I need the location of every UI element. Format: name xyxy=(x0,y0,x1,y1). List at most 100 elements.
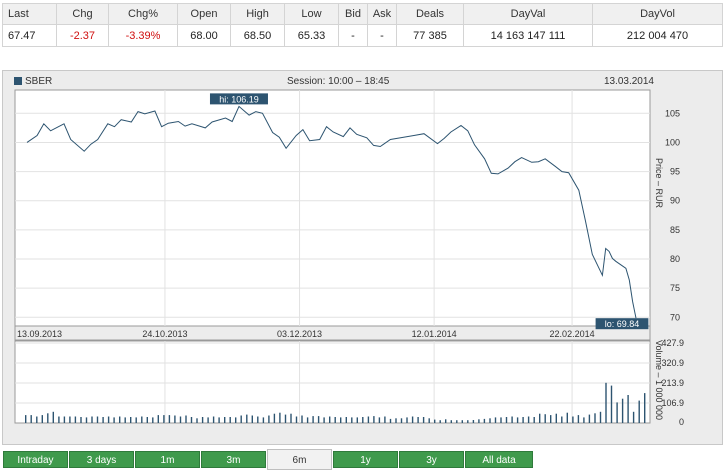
volume-bar xyxy=(533,417,535,423)
volume-bar xyxy=(201,417,204,423)
volume-bar xyxy=(472,420,475,423)
value-dayvol: 212 004 470 xyxy=(592,24,723,47)
volume-bar xyxy=(489,418,491,423)
volume-bar xyxy=(190,417,193,423)
header-deals: Deals xyxy=(396,3,464,25)
price-tick-label: 105 xyxy=(665,108,680,118)
volume-bar xyxy=(621,398,624,423)
tab-all-data[interactable]: All data xyxy=(465,451,533,468)
volume-bar xyxy=(224,417,226,423)
volume-bar xyxy=(632,411,635,423)
volume-bar xyxy=(411,416,414,423)
price-panel xyxy=(14,89,651,327)
volume-bar xyxy=(135,417,137,423)
header-high: High xyxy=(230,3,285,25)
lo-label: lo: 69.84 xyxy=(605,319,640,329)
volume-bar xyxy=(389,418,392,423)
volume-bar xyxy=(362,417,364,423)
series-marker-icon xyxy=(14,77,22,85)
hi-label: hi: 106.19 xyxy=(219,94,259,104)
volume-bar xyxy=(113,417,115,423)
tab-intraday[interactable]: Intraday xyxy=(3,451,68,468)
volume-bar xyxy=(179,416,182,423)
volume-panel xyxy=(14,340,651,424)
volume-bar xyxy=(25,415,27,423)
date-axis-strip xyxy=(14,325,651,341)
volume-bar xyxy=(445,419,447,423)
volume-bar xyxy=(340,417,342,423)
tab-1m[interactable]: 1m xyxy=(135,451,200,468)
volume-bar xyxy=(218,417,220,423)
volume-bar xyxy=(627,395,629,423)
value-dayval: 14 163 147 111 xyxy=(463,24,593,47)
price-line xyxy=(26,105,637,319)
header-chg: Chg xyxy=(56,3,109,25)
volume-bar xyxy=(467,420,469,423)
tab-3y[interactable]: 3y xyxy=(399,451,464,468)
volume-bar xyxy=(522,417,524,423)
volume-tick-label: 106.9 xyxy=(661,398,684,408)
value-deals: 77 385 xyxy=(396,24,464,47)
volume-bar xyxy=(168,415,171,423)
header-last: Last xyxy=(2,3,57,25)
volume-bar xyxy=(240,415,242,423)
volume-bar xyxy=(550,415,552,423)
volume-bar xyxy=(207,417,209,423)
volume-bar xyxy=(124,417,126,423)
volume-bar xyxy=(119,416,121,423)
volume-bar xyxy=(290,413,292,423)
volume-bar xyxy=(577,415,580,423)
volume-bar xyxy=(356,417,358,423)
volume-bar xyxy=(91,416,93,423)
volume-bar xyxy=(494,417,497,423)
volume-bar xyxy=(384,416,386,423)
tab-6m[interactable]: 6m xyxy=(267,449,332,470)
volume-bar xyxy=(555,413,557,423)
volume-bar xyxy=(583,417,585,423)
volume-bar xyxy=(36,416,38,423)
price-tick-label: 70 xyxy=(670,312,680,322)
value-chg: -2.37 xyxy=(56,24,109,47)
price-tick-label: 100 xyxy=(665,137,680,147)
volume-bar xyxy=(378,417,381,423)
quote-value-row: 67.47 -2.37 -3.39% 68.00 68.50 65.33 - -… xyxy=(2,24,723,47)
volume-bar xyxy=(163,415,165,423)
volume-bar xyxy=(284,414,287,423)
volume-bar xyxy=(461,420,463,423)
tab-1y[interactable]: 1y xyxy=(333,451,398,468)
volume-bar xyxy=(212,416,215,423)
tab-3m[interactable]: 3m xyxy=(201,451,266,468)
volume-tick-label: 427.9 xyxy=(661,338,684,348)
date-tick-label: 12.01.2014 xyxy=(412,329,457,339)
volume-bar xyxy=(30,415,32,423)
volume-bar xyxy=(146,417,148,423)
volume-bar xyxy=(434,419,436,423)
volume-bar xyxy=(85,417,88,423)
volume-bar xyxy=(96,416,99,423)
volume-bar xyxy=(279,412,281,423)
volume-bar xyxy=(80,417,82,423)
volume-bar xyxy=(251,415,253,423)
lo-label-box xyxy=(595,318,649,330)
volume-bar xyxy=(102,417,104,423)
volume-bar xyxy=(373,416,375,423)
volume-bar xyxy=(152,417,154,423)
quote-table: Last Chg Chg% Open High Low Bid Ask Deal… xyxy=(2,3,723,47)
volume-bar xyxy=(69,416,71,423)
volume-bar xyxy=(229,417,231,423)
volume-tick-label: 0 xyxy=(679,417,684,427)
tab-3-days[interactable]: 3 days xyxy=(69,451,134,468)
chart-date: 13.03.2014 xyxy=(603,76,654,87)
volume-bar xyxy=(273,413,276,423)
volume-bar xyxy=(235,417,237,423)
volume-bar xyxy=(456,420,458,423)
header-low: Low xyxy=(284,3,339,25)
header-chg-pct: Chg% xyxy=(108,3,178,25)
volume-bar xyxy=(174,415,176,423)
volume-bar xyxy=(367,416,370,423)
volume-bar xyxy=(246,414,248,423)
volume-bar xyxy=(572,416,574,423)
volume-bar xyxy=(63,416,66,423)
date-tick-label: 13.09.2013 xyxy=(17,329,62,339)
header-bid: Bid xyxy=(338,3,368,25)
